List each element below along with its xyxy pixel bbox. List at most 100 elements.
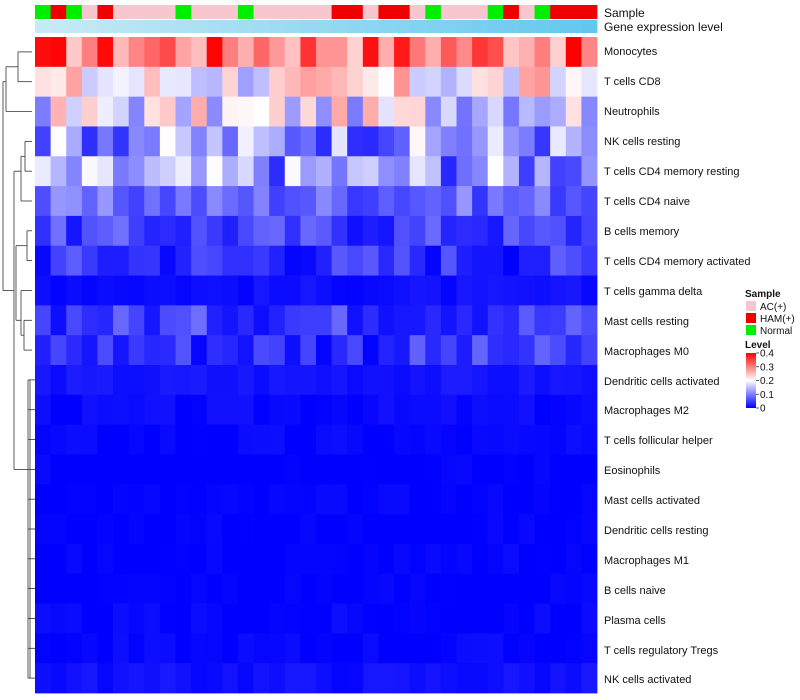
heatmap-cell: [253, 186, 270, 217]
heatmap-cells: [35, 37, 598, 694]
heatmap-cell: [425, 484, 442, 515]
heatmap-cell: [222, 543, 239, 575]
heatmap-cell: [331, 454, 348, 485]
heatmap-cell: [66, 96, 83, 127]
heatmap-cell: [66, 66, 83, 98]
heatmap-cell: [518, 424, 535, 455]
heatmap-cell: [66, 186, 83, 217]
heatmap-cell: [487, 215, 504, 247]
heatmap-cell: [300, 215, 317, 247]
heatmap-cell: [425, 126, 442, 157]
heatmap-cell: [237, 454, 254, 485]
heatmap-cell: [50, 484, 67, 515]
row-label: Macrophages M0: [604, 346, 689, 358]
heatmap-cell: [222, 96, 239, 127]
heatmap-cell: [472, 215, 489, 247]
heatmap-cell: [253, 663, 270, 694]
heatmap-cell: [409, 335, 426, 366]
heatmap-cell: [128, 335, 145, 366]
heatmap-cell: [440, 543, 457, 575]
heatmap-cell: [81, 663, 98, 694]
heatmap-cell: [534, 424, 551, 455]
heatmap-cell: [159, 126, 176, 157]
heatmap-cell: [113, 543, 130, 575]
heatmap-cell: [175, 37, 192, 68]
row-label: Macrophages M1: [604, 555, 689, 567]
heatmap-cell: [113, 335, 130, 366]
heatmap-cell: [284, 633, 301, 664]
heatmap-cell: [518, 603, 535, 634]
heatmap-cell: [191, 96, 208, 127]
heatmap-cell: [113, 66, 130, 98]
heatmap-cell: [409, 66, 426, 98]
heatmap-cell: [159, 186, 176, 217]
heatmap-cell: [113, 126, 130, 157]
heatmap-cell: [159, 394, 176, 426]
heatmap-cell: [66, 573, 83, 604]
heatmap-cell: [237, 603, 254, 634]
heatmap-cell: [144, 663, 161, 694]
heatmap-cell: [144, 186, 161, 217]
heatmap-cell: [440, 394, 457, 426]
heatmap-cell: [284, 156, 301, 187]
expression-cell: [128, 20, 145, 33]
heatmap-cell: [487, 156, 504, 187]
heatmap-cell: [503, 633, 520, 664]
heatmap-cell: [50, 156, 67, 187]
heatmap-cell: [253, 454, 270, 485]
heatmap-cell: [316, 275, 333, 306]
heatmap-cell: [269, 96, 286, 127]
heatmap-cell: [456, 245, 473, 276]
heatmap-cell: [269, 663, 286, 694]
heatmap-cell: [66, 514, 83, 545]
heatmap-cell: [35, 484, 52, 515]
heatmap-cell: [113, 186, 130, 217]
heatmap-cell: [456, 484, 473, 515]
sample-cell: [206, 5, 223, 19]
heatmap-cell: [128, 394, 145, 426]
heatmap-cell: [237, 484, 254, 515]
heatmap-cell: [191, 365, 208, 396]
row-label: B cells memory: [604, 226, 680, 238]
heatmap-cell: [81, 186, 98, 217]
level-colorbar: [746, 353, 756, 408]
heatmap-cell: [50, 66, 67, 98]
sample-cell: [362, 5, 379, 19]
heatmap-cell: [378, 156, 395, 187]
heatmap-cell: [394, 365, 411, 396]
heatmap-cell: [456, 275, 473, 306]
expression-cell: [144, 20, 161, 33]
heatmap-cell: [518, 305, 535, 336]
heatmap-cell: [222, 573, 239, 604]
heatmap-cell: [487, 126, 504, 157]
heatmap-cell: [50, 186, 67, 217]
heatmap-cell: [284, 305, 301, 336]
heatmap-cell: [565, 424, 582, 455]
heatmap-cell: [394, 96, 411, 127]
heatmap-cell: [97, 215, 114, 247]
heatmap-cell: [440, 186, 457, 217]
heatmap-cell: [362, 126, 379, 157]
heatmap-cell: [300, 275, 317, 306]
heatmap-cell: [113, 603, 130, 634]
heatmap-cell: [581, 305, 598, 336]
heatmap-cell: [222, 156, 239, 187]
heatmap-cell: [362, 573, 379, 604]
heatmap-cell: [503, 305, 520, 336]
heatmap-cell: [128, 514, 145, 545]
heatmap-cell: [128, 603, 145, 634]
heatmap-cell: [269, 424, 286, 455]
heatmap-cell: [362, 394, 379, 426]
heatmap-cell: [191, 37, 208, 68]
heatmap-cell: [409, 573, 426, 604]
heatmap-cell: [269, 37, 286, 68]
heatmap-cell: [440, 96, 457, 127]
heatmap-cell: [581, 454, 598, 485]
row-label: T cells CD4 memory resting: [604, 166, 740, 178]
heatmap-cell: [284, 543, 301, 575]
heatmap-cell: [581, 335, 598, 366]
heatmap-cell: [159, 215, 176, 247]
expression-cell: [534, 20, 551, 33]
heatmap-cell: [581, 603, 598, 634]
heatmap-cell: [269, 66, 286, 98]
